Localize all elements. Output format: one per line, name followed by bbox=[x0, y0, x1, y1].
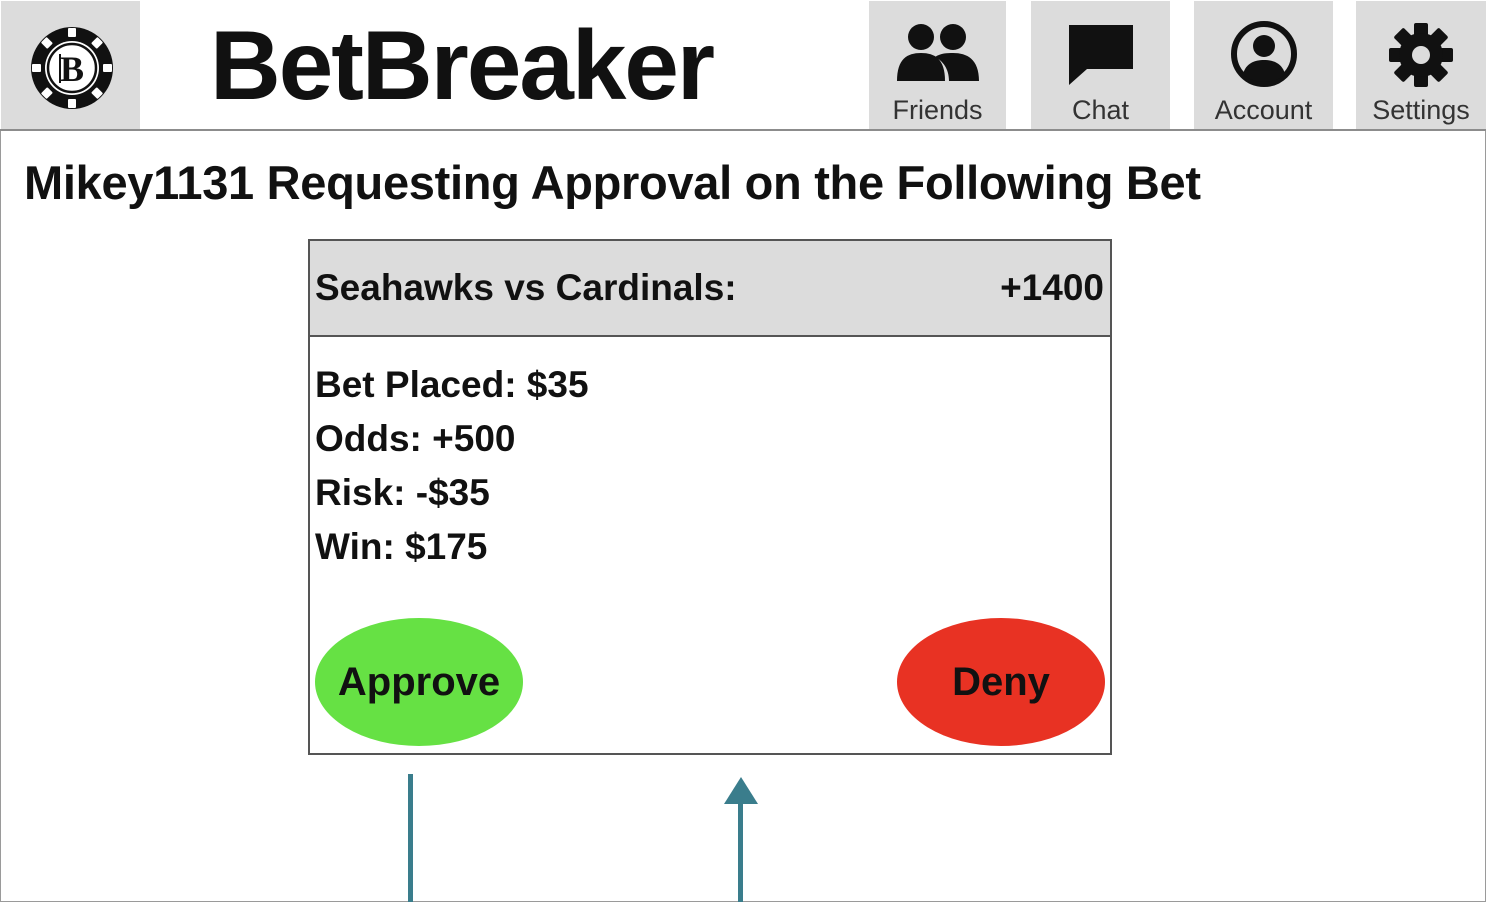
up-arrow-icon bbox=[724, 777, 758, 804]
flow-connector-arrow-line bbox=[738, 800, 743, 902]
account-icon bbox=[1230, 21, 1297, 87]
nav-friends-button[interactable]: Friends bbox=[869, 1, 1006, 129]
brand-title: BetBreaker bbox=[210, 10, 715, 120]
nav-account-label: Account bbox=[1214, 95, 1313, 125]
bet-risk: Risk: -$35 bbox=[315, 472, 490, 513]
bet-win: Win: $175 bbox=[315, 526, 488, 567]
bet-placed-amount: Bet Placed: $35 bbox=[315, 364, 589, 405]
match-name: Seahawks vs Cardinals: bbox=[315, 267, 737, 308]
svg-text:B: B bbox=[60, 49, 84, 89]
bet-odds: Odds: +500 bbox=[315, 418, 516, 459]
bet-card-header: Seahawks vs Cardinals: +1400 bbox=[310, 241, 1110, 337]
chat-bubble-icon bbox=[1068, 25, 1133, 85]
flow-connector-line bbox=[408, 774, 413, 902]
match-odds: +1400 bbox=[1000, 267, 1104, 308]
nav-chat-label: Chat bbox=[1071, 95, 1130, 125]
top-header: B BetBreaker Friends Chat Account bbox=[0, 0, 1486, 131]
nav-chat-button[interactable]: Chat bbox=[1031, 1, 1170, 129]
friends-icon bbox=[896, 24, 979, 81]
poker-chip-logo-icon: B bbox=[31, 27, 113, 109]
nav-account-button[interactable]: Account bbox=[1194, 1, 1333, 129]
logo-button[interactable]: B bbox=[1, 1, 140, 129]
nav-settings-button[interactable]: Settings bbox=[1356, 1, 1486, 129]
nav-friends-label: Friends bbox=[892, 95, 983, 125]
gear-icon bbox=[1389, 23, 1453, 87]
deny-button[interactable]: Deny bbox=[897, 618, 1105, 746]
bet-approval-card: Seahawks vs Cardinals: +1400 Bet Placed:… bbox=[308, 239, 1112, 755]
page-title: Mikey1131 Requesting Approval on the Fol… bbox=[24, 156, 1201, 209]
approve-button[interactable]: Approve bbox=[315, 618, 523, 746]
nav-settings-label: Settings bbox=[1372, 95, 1470, 125]
